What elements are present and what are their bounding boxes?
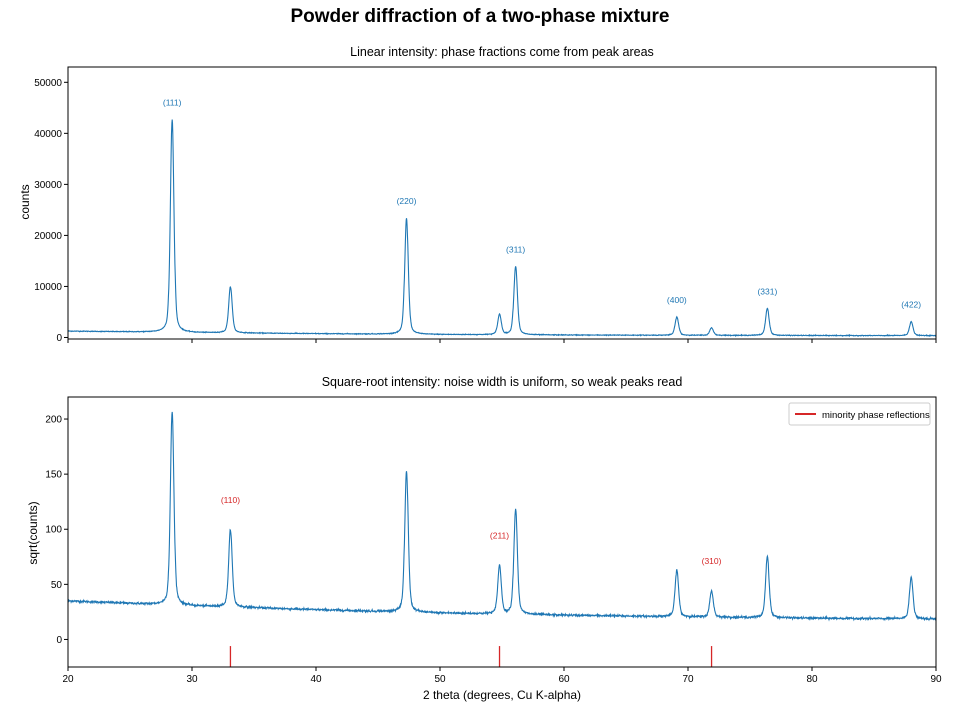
top-y-tick-label: 50000 <box>34 78 62 89</box>
top-peak-label: (220) <box>397 196 417 206</box>
x-tick-label: 80 <box>806 674 818 685</box>
top-peak-label: (331) <box>757 286 777 296</box>
bottom-peak-labels: (110) (211) (310) <box>221 495 722 566</box>
minority-peak-label: (110) <box>221 495 240 505</box>
top-pattern-line <box>67 119 937 338</box>
top-panel-title: Linear intensity: phase fractions come f… <box>350 45 654 59</box>
bottom-pattern-line <box>67 411 937 622</box>
top-y-tick-label: 0 <box>56 333 62 344</box>
x-tick-label: 60 <box>558 674 570 685</box>
x-axis-label: 2 theta (degrees, Cu K-alpha) <box>423 688 581 702</box>
bottom-y-tick-label: 200 <box>45 415 62 426</box>
bottom-y-tick-label: 50 <box>51 580 63 591</box>
x-tick-label: 50 <box>434 674 446 685</box>
top-axis-ticks: 0 10000 20000 30000 40000 50000 <box>34 78 937 344</box>
legend-box <box>788 402 931 426</box>
legend: minority phase reflections <box>788 402 931 426</box>
top-peak-label: (400) <box>667 295 687 305</box>
top-y-tick-label: 30000 <box>34 180 62 191</box>
top-peak-label: (311) <box>506 245 525 255</box>
top-y-tick-label: 10000 <box>34 282 62 293</box>
top-plot-frame <box>67 66 937 340</box>
top-y-tick-label: 40000 <box>34 129 62 140</box>
bottom-plot-frame <box>67 396 937 668</box>
top-peak-labels: (111) (220) (311) (400) (331) (422) <box>163 98 921 310</box>
top-peak-label: (111) <box>163 98 182 108</box>
x-tick-label: 40 <box>310 674 322 685</box>
top-y-tick-label: 20000 <box>34 231 62 242</box>
bottom-y-tick-label: 0 <box>56 635 62 646</box>
top-y-axis-label: counts <box>18 184 32 219</box>
legend-label: minority phase reflections <box>822 410 930 421</box>
x-tick-label: 90 <box>930 674 942 685</box>
x-tick-label: 70 <box>682 674 694 685</box>
bottom-y-tick-label: 150 <box>45 470 62 481</box>
x-tick-label: 20 <box>62 674 74 685</box>
minority-peak-label: (310) <box>702 556 722 566</box>
bottom-panel-title: Square-root intensity: noise width is un… <box>322 375 683 389</box>
figure-title: Powder diffraction of a two-phase mixtur… <box>290 6 670 27</box>
top-peak-label: (422) <box>901 300 921 310</box>
bottom-y-axis-label: sqrt(counts) <box>26 501 40 564</box>
minority-reflection-markers <box>229 646 713 667</box>
minority-peak-label: (211) <box>490 531 509 541</box>
bottom-y-tick-label: 100 <box>45 525 62 536</box>
x-tick-label: 30 <box>186 674 198 685</box>
bottom-axis-ticks: 0 50 100 150 200 20 30 40 50 60 70 80 90 <box>45 415 942 685</box>
